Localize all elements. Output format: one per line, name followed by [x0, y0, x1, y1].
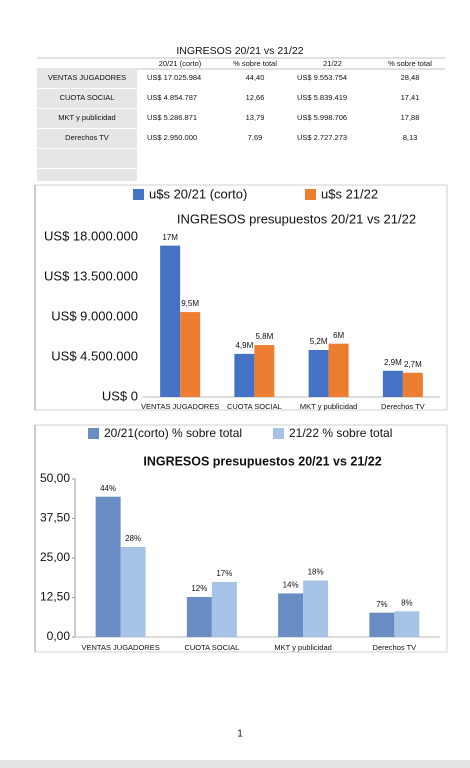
y-tick-label: US$ 4.500.000 — [51, 348, 138, 363]
y-tick-label: US$ 13.500.000 — [44, 268, 138, 283]
table-cell: 13,79 — [246, 113, 265, 122]
value-label: 12% — [191, 584, 207, 593]
chart-title: INGRESOS presupuestos 20/21 vs 21/22 — [143, 454, 381, 468]
chart-title: INGRESOS presupuestos 20/21 vs 21/22 — [177, 211, 416, 226]
table-cell: 17,88 — [401, 113, 420, 122]
legend-label: 20/21(corto) % sobre total — [104, 426, 242, 440]
legend-swatch — [133, 189, 144, 200]
value-label: 6M — [333, 331, 344, 340]
value-label: 17M — [162, 233, 178, 242]
y-tick-label: 25,00 — [40, 550, 70, 564]
table-title: INGRESOS 20/21 vs 21/22 — [176, 45, 303, 57]
table-header: % sobre total — [388, 59, 432, 68]
table-cell: Derechos TV — [65, 133, 109, 142]
bar — [278, 593, 304, 637]
x-tick-label: Derechos TV — [373, 643, 417, 652]
legend-label: u$s 20/21 (corto) — [149, 186, 247, 201]
bar — [160, 245, 181, 397]
value-label: 28% — [125, 534, 141, 543]
y-tick-label: US$ 18.000.000 — [44, 228, 138, 243]
value-label: 2,9M — [384, 358, 402, 367]
bar — [180, 312, 201, 397]
table-cell: 17,41 — [401, 93, 420, 102]
value-label: 17% — [216, 569, 232, 578]
bar — [120, 547, 146, 637]
value-label: 18% — [308, 568, 324, 577]
table-cell: 8,13 — [403, 133, 418, 142]
table-header: 21/22 — [323, 59, 342, 68]
bar — [382, 370, 403, 397]
y-tick-label: 12,50 — [40, 590, 70, 604]
x-tick-label: CUOTA SOCIAL — [184, 643, 239, 652]
table-cell: 12,66 — [246, 93, 265, 102]
row-label-cell — [37, 109, 137, 128]
page-number: 1 — [237, 729, 243, 740]
value-label: 2,7M — [404, 360, 422, 369]
y-tick-label: US$ 9.000.000 — [51, 308, 138, 323]
table-cell: US$ 4.854.787 — [147, 93, 197, 102]
y-tick-label: 37,50 — [40, 511, 70, 525]
x-tick-label: CUOTA SOCIAL — [227, 402, 282, 411]
bar — [303, 580, 329, 637]
legend-swatch — [305, 189, 316, 200]
table-cell: US$ 5.998.706 — [297, 113, 347, 122]
table-cell: US$ 17.025.984 — [147, 73, 201, 82]
bar — [328, 343, 349, 397]
table-cell: US$ 2.727.273 — [297, 133, 347, 142]
table-cell: MKT y publicidad — [58, 113, 115, 122]
x-tick-label: Derechos TV — [381, 402, 425, 411]
legend-label: u$s 21/22 — [321, 186, 378, 201]
x-tick-label: MKT y publicidad — [300, 402, 357, 411]
table-cell: US$ 2.950.000 — [147, 133, 197, 142]
table-cell: US$ 5.839.419 — [297, 93, 347, 102]
row-label-cell — [37, 149, 137, 168]
bar — [394, 611, 420, 637]
row-label-cell — [37, 89, 137, 108]
legend-swatch — [273, 428, 284, 439]
value-label: 7% — [376, 600, 388, 609]
x-tick-label: VENTAS JUGADORES — [141, 402, 219, 411]
table-cell: US$ 9.553.754 — [297, 73, 347, 82]
value-label: 14% — [283, 581, 299, 590]
row-label-cell — [37, 169, 137, 181]
x-tick-label: VENTAS JUGADORES — [82, 643, 160, 652]
row-label-cell — [37, 129, 137, 148]
table-cell: CUOTA SOCIAL — [60, 93, 115, 102]
bar — [369, 612, 395, 637]
value-label: 5,8M — [255, 332, 273, 341]
table-cell: US$ 5.286.871 — [147, 113, 197, 122]
legend-swatch — [88, 428, 99, 439]
table-cell: 7,69 — [248, 133, 263, 142]
value-label: 8% — [401, 598, 413, 607]
bar — [402, 372, 423, 397]
value-label: 5,2M — [310, 337, 328, 346]
table-header: 20/21 (corto) — [159, 59, 202, 68]
bar — [186, 596, 212, 637]
value-label: 44% — [100, 484, 116, 493]
row-label-cell — [37, 69, 137, 88]
table-cell: 44,40 — [246, 73, 265, 82]
value-label: 4,9M — [235, 341, 253, 350]
bar — [308, 350, 329, 397]
table-cell: 28,48 — [401, 73, 420, 82]
bar — [211, 581, 237, 637]
y-tick-label: 50,00 — [40, 471, 70, 485]
bar — [254, 345, 275, 397]
bar — [234, 353, 255, 397]
bottom-bar — [0, 760, 470, 768]
value-label: 9,5M — [181, 299, 199, 308]
table-cell: VENTAS JUGADORES — [48, 73, 126, 82]
table-header: % sobre total — [233, 59, 277, 68]
legend-label: 21/22 % sobre total — [289, 426, 392, 440]
y-tick-label: 0,00 — [47, 629, 71, 643]
x-tick-label: MKT y publicidad — [274, 643, 331, 652]
y-tick-label: US$ 0 — [102, 388, 138, 403]
bar — [95, 496, 121, 637]
